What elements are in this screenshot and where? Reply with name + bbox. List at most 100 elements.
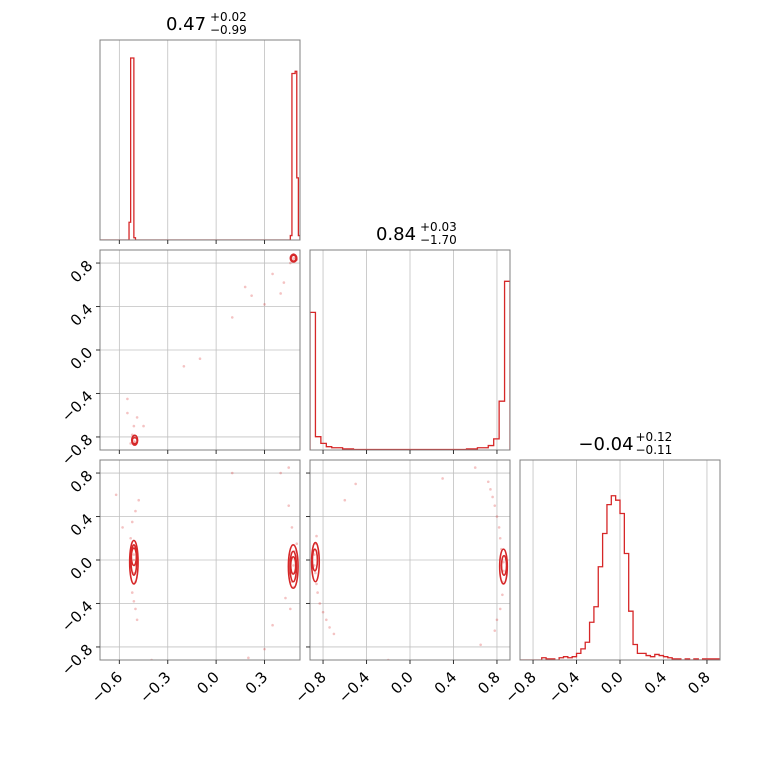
sample-point bbox=[132, 558, 136, 562]
sample-point bbox=[132, 424, 136, 428]
histogram-0 bbox=[100, 57, 300, 240]
sample-point bbox=[502, 560, 505, 564]
sample-point bbox=[343, 498, 347, 502]
y-tick-label: −0.4 bbox=[58, 597, 96, 635]
sample-point bbox=[130, 520, 134, 524]
sample-point bbox=[284, 596, 287, 600]
param-title-plus: +0.12 bbox=[636, 430, 673, 444]
sample-point bbox=[137, 498, 141, 502]
sample-point bbox=[279, 471, 282, 475]
x-tick-label: −0.8 bbox=[501, 668, 539, 706]
param-title-minus: −1.70 bbox=[420, 233, 457, 247]
sample-point bbox=[247, 656, 250, 660]
x-tick-label: −0.4 bbox=[545, 668, 583, 706]
sample-point bbox=[493, 504, 497, 507]
sample-point bbox=[126, 397, 129, 401]
sample-point bbox=[314, 571, 317, 575]
sample-point bbox=[328, 626, 331, 629]
sample-point bbox=[279, 292, 282, 295]
sample-point bbox=[126, 411, 129, 415]
sample-point bbox=[489, 488, 492, 491]
sample-point bbox=[354, 482, 357, 486]
sample-point bbox=[295, 542, 299, 545]
sample-point bbox=[497, 526, 501, 529]
sample-point bbox=[282, 281, 286, 284]
sample-point bbox=[313, 553, 316, 556]
contour bbox=[130, 543, 138, 577]
sample-point bbox=[441, 477, 444, 480]
sample-point bbox=[132, 553, 136, 556]
frame-layer bbox=[96, 39, 721, 664]
sample-point bbox=[230, 471, 234, 475]
y-tick-label: 0.4 bbox=[67, 300, 97, 330]
sample-point bbox=[263, 647, 266, 651]
sample-point bbox=[198, 357, 202, 360]
x-tick-label: −0.4 bbox=[335, 668, 373, 706]
sample-point bbox=[250, 294, 253, 297]
contour bbox=[500, 554, 508, 577]
sample-point bbox=[495, 618, 499, 622]
sample-point bbox=[313, 564, 316, 567]
sample-point bbox=[230, 316, 234, 319]
y-tick-label: 0.8 bbox=[67, 467, 97, 497]
param-title-minus: −0.11 bbox=[636, 443, 673, 457]
sample-point bbox=[498, 536, 502, 540]
sample-point bbox=[473, 466, 477, 469]
sample-point bbox=[501, 593, 504, 597]
x-tick-label: 0.0 bbox=[387, 668, 417, 698]
sample-point bbox=[271, 623, 274, 627]
sample-point bbox=[316, 591, 319, 594]
sample-point bbox=[263, 303, 266, 306]
sample-point bbox=[132, 440, 136, 443]
grid-layer bbox=[100, 40, 708, 660]
param-title-value: 0.84 bbox=[376, 224, 416, 245]
x-tick-label: 0.8 bbox=[474, 668, 504, 698]
param-title-value: 0.47 bbox=[166, 14, 206, 35]
sample-point bbox=[135, 416, 139, 419]
contour bbox=[130, 434, 139, 446]
y-tick-label: 0.8 bbox=[67, 257, 97, 287]
sample-point bbox=[287, 466, 291, 469]
contour bbox=[289, 253, 298, 263]
sample-point bbox=[495, 515, 499, 518]
sample-point bbox=[289, 261, 292, 265]
sample-point bbox=[321, 610, 325, 614]
sample-point bbox=[129, 442, 132, 445]
x-tick-label: 0.3 bbox=[242, 668, 272, 698]
x-tick-label: 0.4 bbox=[641, 668, 671, 698]
sample-point bbox=[289, 607, 292, 611]
text-layer: −0.6 −0.3 0.0 0.3 −0.8 −0.4 0.0 0.4 0.8−0.8 −0.4 0… bbox=[58, 10, 714, 707]
x-tick-label: 0.8 bbox=[684, 668, 714, 698]
x-tick-label: 0.0 bbox=[193, 668, 223, 698]
sample-point bbox=[287, 504, 291, 507]
sample-point bbox=[332, 632, 336, 636]
sample-point bbox=[318, 602, 322, 605]
sample-point bbox=[292, 564, 295, 567]
sample-point bbox=[135, 618, 139, 622]
sample-point bbox=[271, 272, 274, 276]
sample-point bbox=[114, 493, 118, 497]
x-tick-label: 0.0 bbox=[597, 668, 627, 698]
x-tick-label: −0.6 bbox=[88, 668, 126, 706]
x-tick-label: −0.8 bbox=[291, 668, 329, 706]
sample-point bbox=[134, 509, 137, 513]
y-tick-label: 0.0 bbox=[67, 554, 97, 584]
y-tick-label: −0.4 bbox=[58, 387, 96, 425]
param-title-plus: +0.02 bbox=[210, 10, 247, 24]
sample-point bbox=[243, 285, 247, 289]
sample-point bbox=[290, 526, 294, 529]
y-tick-label: −0.8 bbox=[58, 431, 96, 469]
y-tick-label: 0.4 bbox=[67, 510, 97, 540]
sample-point bbox=[132, 600, 136, 603]
sample-point bbox=[134, 607, 137, 611]
sample-point bbox=[486, 480, 490, 484]
sample-point bbox=[121, 526, 124, 529]
contour bbox=[287, 543, 299, 590]
x-tick-label: 0.4 bbox=[431, 668, 461, 698]
sample-point bbox=[498, 607, 502, 611]
param-title-minus: −0.99 bbox=[210, 23, 247, 37]
sample-point bbox=[142, 424, 145, 428]
param-title-plus: +0.03 bbox=[420, 220, 457, 234]
sample-point bbox=[479, 643, 482, 647]
